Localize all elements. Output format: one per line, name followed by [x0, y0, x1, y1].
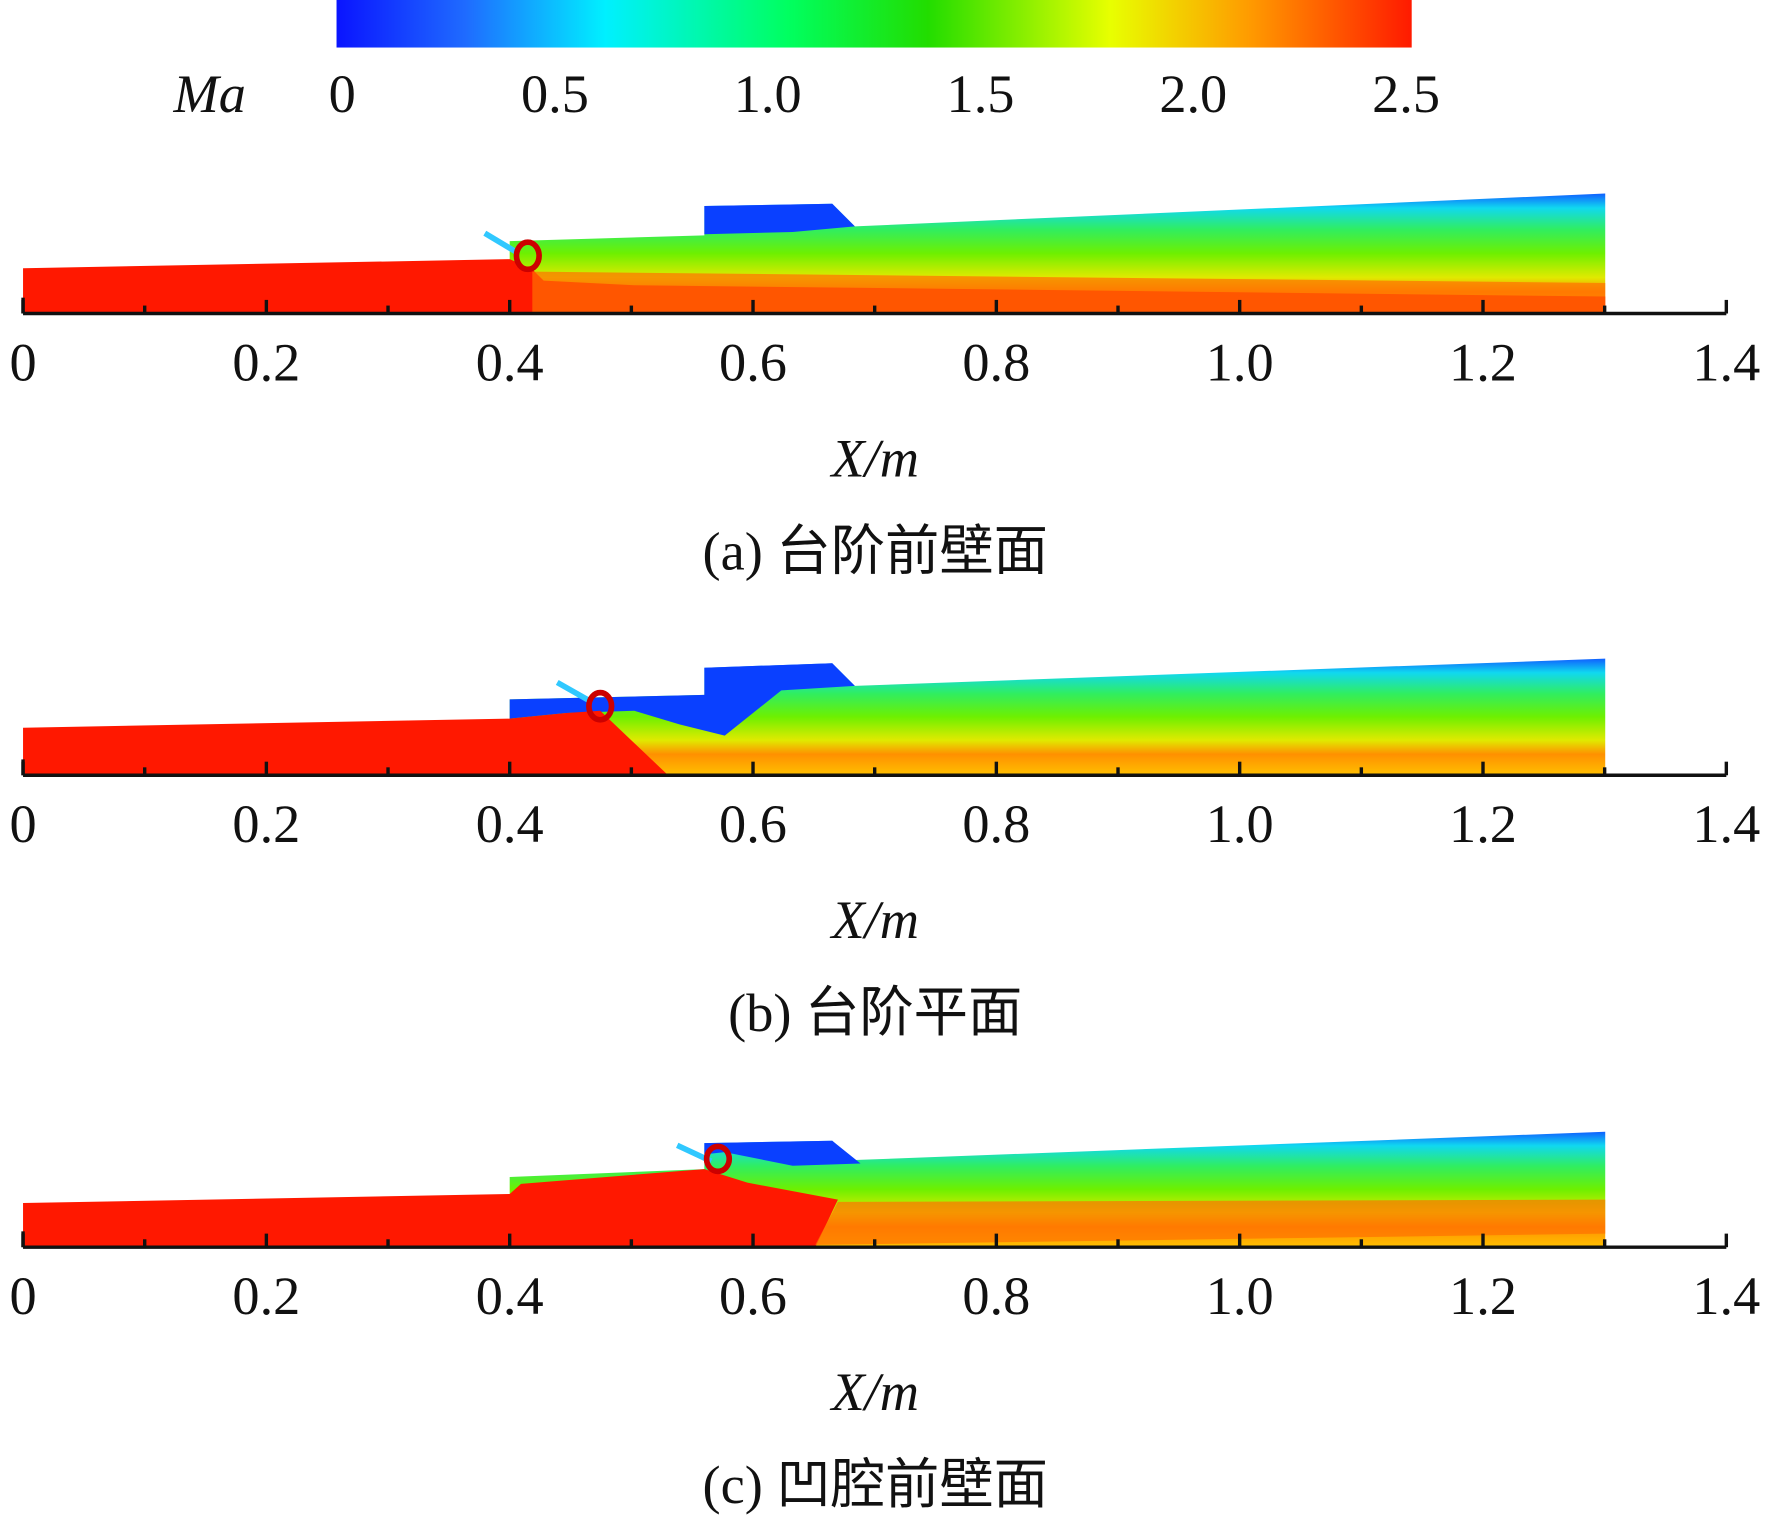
colorbar-tick-label: 2.5: [1372, 64, 1440, 124]
x-tick-label: 0.2: [232, 794, 300, 854]
colorbar: [336, 0, 1412, 48]
x-tick-label: 0.8: [962, 332, 1030, 392]
colorbar-tick-label: 2.0: [1159, 64, 1227, 124]
x-tick-label: 0.8: [962, 1266, 1030, 1326]
vortex: [703, 1143, 733, 1175]
colorbar-tick-label: 0: [329, 64, 356, 124]
step-region: [704, 1140, 861, 1166]
colorbar-tick-label: 1.5: [947, 64, 1015, 124]
x-tick-label: 1.4: [1692, 794, 1760, 854]
injector: [483, 230, 521, 256]
x-tick-label: 1.2: [1449, 794, 1517, 854]
x-axis-label: X/m: [829, 1362, 919, 1422]
x-tick-label: 0: [9, 332, 36, 392]
x-tick-label: 0.2: [232, 332, 300, 392]
field-a: [23, 193, 1606, 314]
core-region: [23, 1169, 838, 1248]
x-tick-label: 0.4: [476, 1266, 544, 1326]
step-region: [509, 663, 855, 736]
x-tick-label: 0.6: [719, 794, 787, 854]
x-tick-label: 1.2: [1449, 332, 1517, 392]
x-tick-label: 1.0: [1206, 1266, 1274, 1326]
panel-caption: (b) 台阶平面: [728, 983, 1022, 1043]
x-tick-label: 0.4: [476, 332, 544, 392]
core-region: [23, 710, 669, 776]
field-c: [23, 1131, 1606, 1248]
x-tick-label: 1.4: [1692, 1266, 1760, 1326]
x-tick-label: 1.4: [1692, 332, 1760, 392]
panel-caption: (a) 台阶前壁面: [703, 521, 1048, 581]
x-tick-label: 0.4: [476, 794, 544, 854]
core-fade: [815, 1199, 1606, 1245]
colorbar-label: Ma: [173, 64, 246, 124]
x-axis-label: X/m: [829, 428, 919, 488]
x-tick-label: 0.8: [962, 794, 1030, 854]
injector: [555, 679, 593, 705]
core-fade: [532, 271, 1606, 314]
x-tick-label: 0.6: [719, 1266, 787, 1326]
x-tick-label: 1.0: [1206, 332, 1274, 392]
x-tick-label: 1.0: [1206, 794, 1274, 854]
vortex: [513, 239, 542, 273]
x-tick-label: 0.6: [719, 332, 787, 392]
colorbar-tick-label: 0.5: [521, 64, 589, 124]
colorbar-tick-label: 1.0: [734, 64, 802, 124]
vortex: [586, 689, 615, 723]
x-tick-label: 0: [9, 794, 36, 854]
x-tick-label: 1.2: [1449, 1266, 1517, 1326]
panel-caption: (c) 凹腔前壁面: [703, 1455, 1048, 1515]
x-tick-label: 0.2: [232, 1266, 300, 1326]
step-region: [704, 203, 855, 235]
x-tick-label: 0: [9, 1266, 36, 1326]
field-b: [23, 658, 1606, 776]
x-axis-label: X/m: [829, 890, 919, 950]
